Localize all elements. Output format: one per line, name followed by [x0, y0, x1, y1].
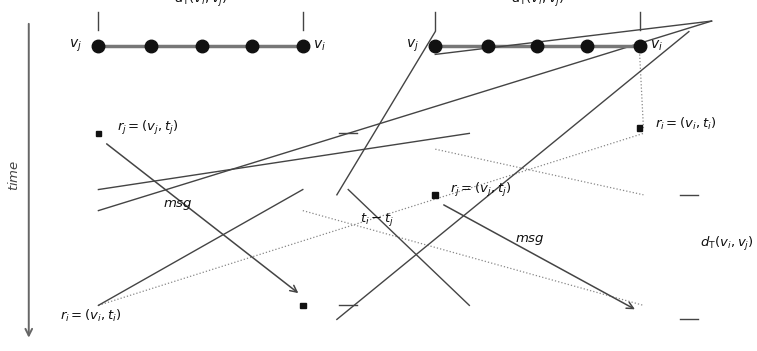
Bar: [300, 303, 306, 308]
Text: $msg$: $msg$: [515, 233, 545, 247]
Text: $msg$: $msg$: [163, 198, 193, 212]
Bar: [95, 131, 101, 136]
Text: $d_{\mathrm{T}}(v_i, v_j)$: $d_{\mathrm{T}}(v_i, v_j)$: [700, 235, 754, 253]
Text: $r_j = (v_j, t_j)$: $r_j = (v_j, t_j)$: [117, 119, 179, 137]
Text: $d_{\mathrm{T}}(v_i, v_j)$: $d_{\mathrm{T}}(v_i, v_j)$: [173, 0, 228, 9]
Text: $time$: $time$: [7, 160, 20, 191]
Text: $v_j$: $v_j$: [406, 38, 419, 54]
Text: $v_i$: $v_i$: [650, 38, 662, 53]
Text: $t_i - t_j$: $t_i - t_j$: [360, 211, 394, 228]
Text: $r_j = (v_j, t_j)$: $r_j = (v_j, t_j)$: [450, 181, 512, 199]
Text: $r_i = (v_i, t_i)$: $r_i = (v_i, t_i)$: [60, 308, 121, 324]
Text: $v_i$: $v_i$: [313, 38, 326, 53]
Bar: [637, 125, 643, 131]
Text: $d_{\mathrm{T}}(v_i, v_j)$: $d_{\mathrm{T}}(v_i, v_j)$: [510, 0, 565, 9]
Text: $v_j$: $v_j$: [69, 38, 82, 54]
Text: $r_i = (v_i, t_i)$: $r_i = (v_i, t_i)$: [655, 115, 716, 132]
Bar: [432, 192, 438, 198]
